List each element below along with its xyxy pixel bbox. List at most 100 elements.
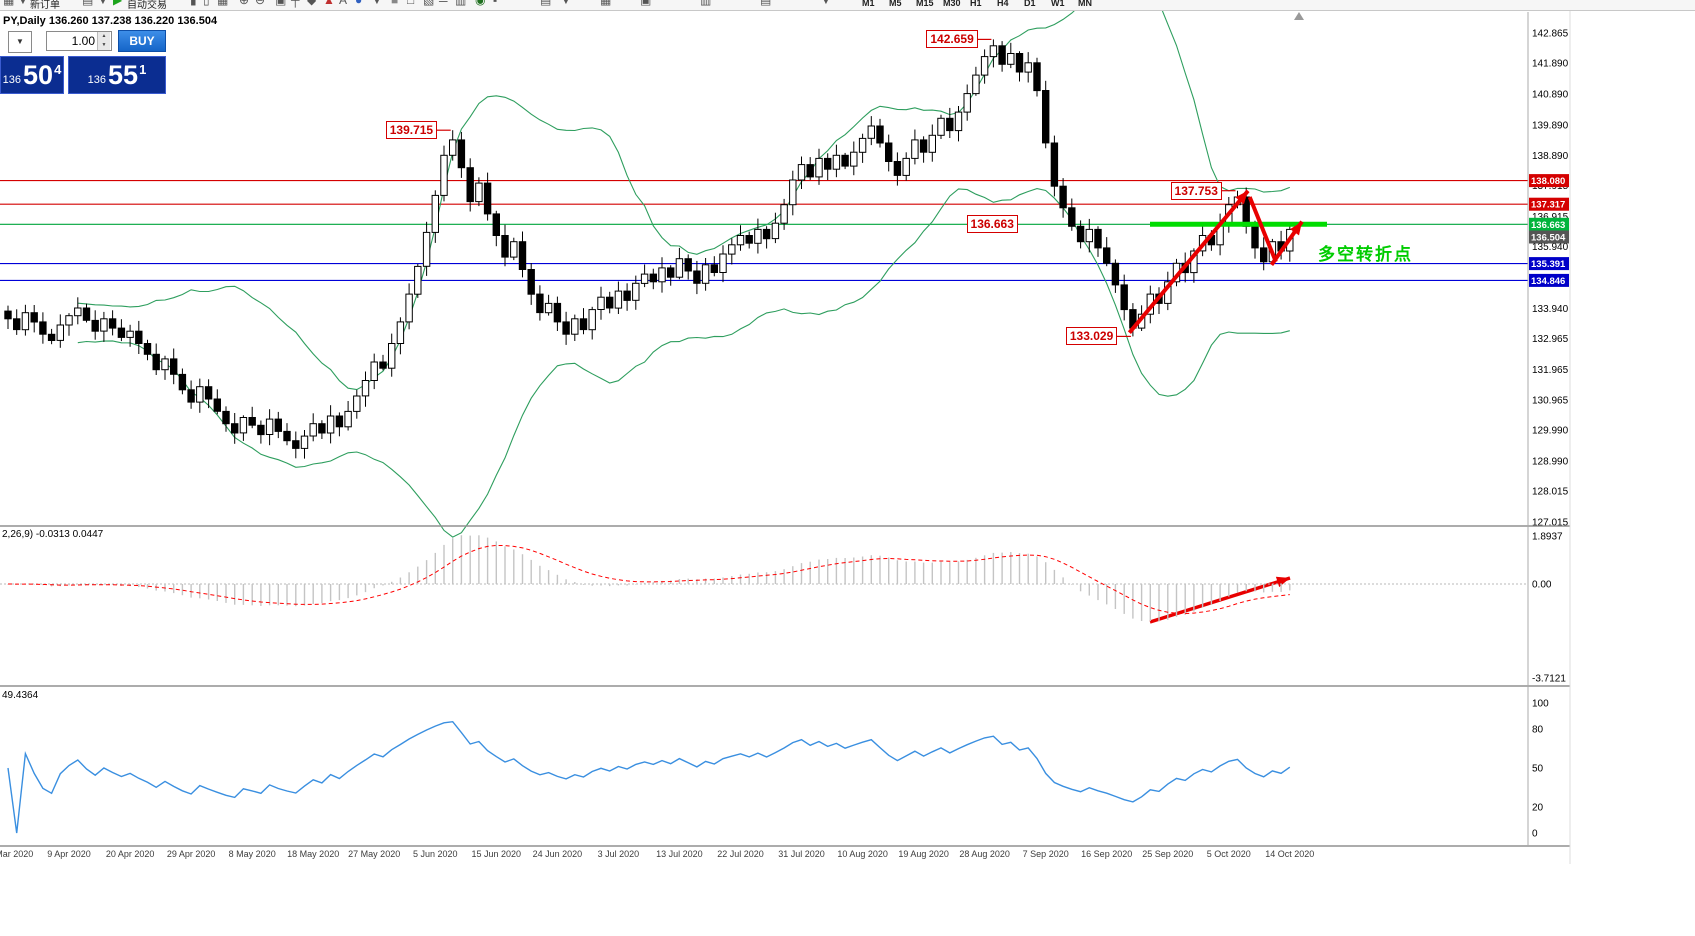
panel-collapse-dropdown[interactable]: ▼ bbox=[8, 31, 32, 53]
svg-text:136.915: 136.915 bbox=[1532, 212, 1569, 223]
svg-text:50: 50 bbox=[1532, 764, 1544, 775]
toolbar-icon[interactable]: ═ bbox=[439, 0, 448, 7]
toolbar: ▦ ▼ 新订单 ▤ ▼ ▶ 自动交易 ▮ ▯ ▦ ⊕ ⊖ ▣ ┼ ◆ ▲ A ● ▼ ■ □ ▧ ═ ▥ ◉ ▪ ▤ ▼ ▦ ▣ ▥ ▤ ▼ M1… bbox=[0, 0, 1695, 11]
toolbar-icon[interactable]: ▣ bbox=[275, 0, 287, 7]
svg-text:10 Aug 2020: 10 Aug 2020 bbox=[837, 849, 888, 859]
toolbar-icon[interactable]: ▤ bbox=[82, 0, 94, 7]
buy-price-pip: 1 bbox=[139, 61, 147, 77]
svg-text:25 Sep 2020: 25 Sep 2020 bbox=[1142, 849, 1193, 859]
svg-text:14 Oct 2020: 14 Oct 2020 bbox=[1265, 849, 1314, 859]
svg-text:136.504: 136.504 bbox=[1531, 233, 1566, 244]
toolbar-icon[interactable]: ■ bbox=[391, 0, 399, 7]
svg-text:20: 20 bbox=[1532, 803, 1544, 814]
toolbar-icon[interactable]: ▦ bbox=[600, 0, 612, 7]
svg-text:5 Oct 2020: 5 Oct 2020 bbox=[1207, 849, 1251, 859]
svg-text:132.965: 132.965 bbox=[1532, 334, 1569, 345]
lot-size-input[interactable]: 1.00 ▲ ▼ bbox=[46, 31, 112, 51]
toolbar-icon[interactable]: ▤ bbox=[540, 0, 552, 7]
svg-text:15 Jun 2020: 15 Jun 2020 bbox=[472, 849, 522, 859]
oscillator-panel-label: 49.4364 bbox=[2, 690, 39, 701]
svg-text:9 Apr 2020: 9 Apr 2020 bbox=[47, 849, 91, 859]
toolbar-icon[interactable]: ▦ bbox=[217, 0, 229, 7]
toolbar-icon[interactable]: ▲ bbox=[323, 0, 335, 7]
svg-text:1.8937: 1.8937 bbox=[1532, 532, 1563, 543]
annotation-turning-point[interactable]: 多空转折点 bbox=[1318, 245, 1413, 264]
toolbar-icon[interactable]: ┼ bbox=[291, 0, 300, 7]
svg-text:16 Sep 2020: 16 Sep 2020 bbox=[1081, 849, 1132, 859]
toolbar-icon[interactable]: □ bbox=[407, 0, 415, 7]
buy-button[interactable]: BUY bbox=[118, 30, 166, 52]
timeframe-button-W1[interactable]: W1 bbox=[1051, 0, 1065, 8]
svg-text:134.846: 134.846 bbox=[1531, 276, 1565, 287]
toolbar-icon[interactable]: ▤ bbox=[760, 0, 772, 7]
timeframe-button-M5[interactable]: M5 bbox=[889, 0, 902, 8]
toolbar-icon[interactable]: ▪ bbox=[493, 0, 498, 7]
svg-text:18 May 2020: 18 May 2020 bbox=[287, 849, 339, 859]
toolbar-icon[interactable]: ▥ bbox=[455, 0, 467, 7]
svg-text:80: 80 bbox=[1532, 725, 1544, 736]
toolbar-icon[interactable]: ▼ bbox=[97, 0, 109, 7]
buy-price-box[interactable]: 136 55 1 bbox=[68, 56, 166, 94]
svg-text:31 Jul 2020: 31 Jul 2020 bbox=[778, 849, 825, 859]
timeframe-button-MN[interactable]: MN bbox=[1078, 0, 1092, 8]
svg-text:131.965: 131.965 bbox=[1532, 365, 1569, 376]
price-callout[interactable]: 142.659 bbox=[926, 30, 978, 49]
svg-text:0.00: 0.00 bbox=[1532, 580, 1552, 591]
svg-text:128.990: 128.990 bbox=[1532, 457, 1569, 468]
buy-price-big: 55 bbox=[108, 60, 139, 90]
timeframe-button-M15[interactable]: M15 bbox=[916, 0, 934, 8]
svg-text:100: 100 bbox=[1532, 699, 1549, 710]
price-callout[interactable]: 139.715 bbox=[385, 121, 438, 140]
toolbar-icon[interactable]: ◆ bbox=[307, 0, 317, 7]
price-callout[interactable]: 137.753 bbox=[1170, 181, 1222, 200]
sell-price-prefix: 136 bbox=[2, 74, 22, 86]
lot-spinner-down-icon[interactable]: ▼ bbox=[97, 41, 110, 50]
toolbar-icon[interactable]: ● bbox=[355, 0, 363, 7]
svg-text:142.865: 142.865 bbox=[1532, 29, 1569, 40]
macd-panel-label: 2,26,9) -0.0313 0.0447 bbox=[2, 529, 104, 540]
toolbar-icon[interactable]: ▼ bbox=[17, 0, 29, 7]
svg-text:13 Jul 2020: 13 Jul 2020 bbox=[656, 849, 703, 859]
svg-text:141.890: 141.890 bbox=[1532, 59, 1569, 70]
svg-text:28 Aug 2020: 28 Aug 2020 bbox=[959, 849, 1010, 859]
timeframe-button-M30[interactable]: M30 bbox=[943, 0, 961, 8]
sell-price-box[interactable]: 136 50 4 bbox=[0, 56, 64, 94]
svg-text:0: 0 bbox=[1532, 829, 1538, 840]
price-callout[interactable]: 136.663 bbox=[966, 215, 1018, 234]
svg-text:138.080: 138.080 bbox=[1531, 176, 1565, 187]
svg-text:136.663: 136.663 bbox=[1531, 220, 1565, 231]
toolbar-item[interactable]: 自动交易 bbox=[127, 0, 167, 11]
timeframe-button-D1[interactable]: D1 bbox=[1024, 0, 1036, 8]
timeframe-button-H4[interactable]: H4 bbox=[997, 0, 1009, 8]
toolbar-icon[interactable]: ▦ bbox=[3, 0, 15, 7]
svg-text:3 Jul 2020: 3 Jul 2020 bbox=[598, 849, 640, 859]
svg-text:127.015: 127.015 bbox=[1532, 518, 1569, 529]
toolbar-icon[interactable]: ◉ bbox=[475, 0, 486, 7]
svg-text:29 Apr 2020: 29 Apr 2020 bbox=[167, 849, 216, 859]
toolbar-icon[interactable]: ▯ bbox=[203, 0, 210, 7]
svg-text:135.940: 135.940 bbox=[1532, 242, 1569, 253]
toolbar-item[interactable]: 新订单 bbox=[30, 0, 60, 11]
toolbar-icon[interactable]: ▼ bbox=[560, 0, 572, 7]
toolbar-icon[interactable]: ▼ bbox=[371, 0, 383, 7]
toolbar-icon[interactable]: ▮ bbox=[190, 0, 197, 7]
toolbar-icon[interactable]: A bbox=[339, 0, 348, 7]
svg-text:135.391: 135.391 bbox=[1531, 259, 1566, 270]
svg-text:129.990: 129.990 bbox=[1532, 426, 1569, 437]
toolbar-icon[interactable]: ▼ bbox=[820, 0, 832, 7]
toolbar-icon[interactable]: ⊕ bbox=[239, 0, 250, 7]
toolbar-icon[interactable]: ⊖ bbox=[255, 0, 266, 7]
svg-text:20 Apr 2020: 20 Apr 2020 bbox=[106, 849, 155, 859]
timeframe-button-H1[interactable]: H1 bbox=[970, 0, 982, 8]
toolbar-icon[interactable]: ▧ bbox=[423, 0, 435, 7]
lot-size-value: 1.00 bbox=[71, 34, 95, 48]
price-callout[interactable]: 133.029 bbox=[1065, 327, 1118, 346]
toolbar-icon[interactable]: ▣ bbox=[640, 0, 652, 7]
toolbar-icon[interactable]: ▥ bbox=[700, 0, 712, 7]
sell-price-big: 50 bbox=[23, 60, 54, 90]
timeframe-button-M1[interactable]: M1 bbox=[862, 0, 875, 8]
toolbar-icon[interactable]: ▶ bbox=[113, 0, 123, 7]
chart-symbol-title: PY,Daily 136.260 137.238 136.220 136.504 bbox=[3, 15, 218, 27]
sell-price-pip: 4 bbox=[54, 61, 62, 77]
